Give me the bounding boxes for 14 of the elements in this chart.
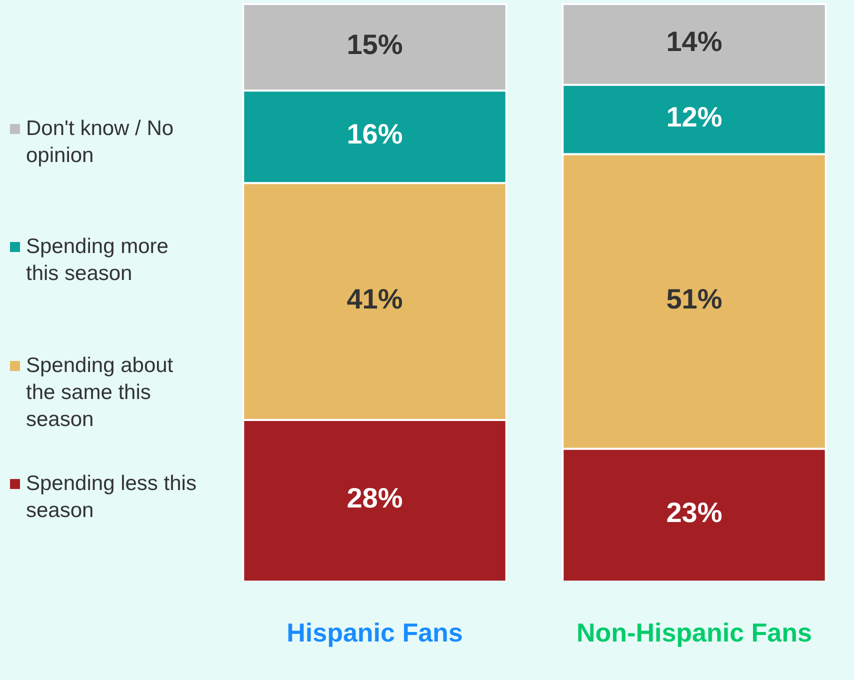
data-label: 51% — [666, 283, 722, 314]
legend-label: Spending about the same this season — [26, 353, 174, 433]
data-label: 23% — [666, 497, 722, 528]
data-label: 16% — [346, 118, 403, 150]
x-tick-label: Non-Hispanic Fans — [576, 618, 812, 648]
x-tick-label: Hispanic Fans — [286, 618, 463, 648]
legend-label: Spending less this season — [26, 471, 198, 524]
data-label: 41% — [346, 283, 403, 314]
legend-label: Spending more this season — [26, 234, 170, 287]
data-label: 14% — [666, 26, 722, 58]
data-label: 15% — [346, 29, 403, 60]
data-label: 12% — [666, 101, 722, 132]
data-label: 28% — [346, 482, 403, 514]
legend-label: Don't know / No opinion — [26, 116, 175, 169]
